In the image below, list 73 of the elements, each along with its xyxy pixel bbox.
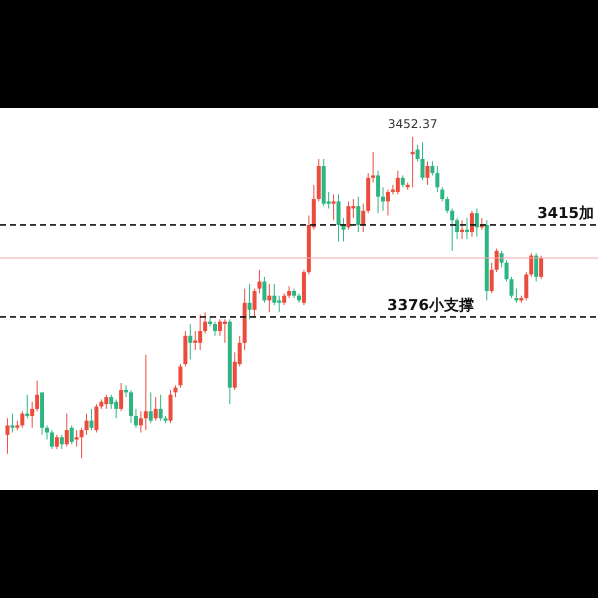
candlestick xyxy=(524,272,528,301)
candlestick xyxy=(430,160,434,176)
candlestick xyxy=(376,170,380,214)
candlestick xyxy=(54,434,59,450)
candlestick xyxy=(50,430,54,450)
candlestick xyxy=(514,288,518,304)
candlestick xyxy=(529,252,534,278)
ref-line-label: 3415加 xyxy=(537,204,594,222)
candlestick xyxy=(292,288,296,299)
candlestick xyxy=(203,312,208,334)
candlestick xyxy=(208,316,212,327)
candlestick xyxy=(420,142,425,181)
candlestick xyxy=(440,186,444,202)
candlestick xyxy=(213,321,217,336)
candlestick xyxy=(539,255,544,280)
candlestick xyxy=(534,252,538,282)
candlestick xyxy=(45,424,49,440)
candlestick xyxy=(94,404,98,433)
candlestick xyxy=(386,189,390,216)
candlestick xyxy=(287,286,292,299)
candlestick xyxy=(504,260,509,282)
candlestick xyxy=(297,292,301,304)
candlestick xyxy=(416,144,420,162)
candlestick xyxy=(148,392,153,424)
candlestick xyxy=(252,288,257,318)
candlestick xyxy=(134,408,138,428)
candlestick xyxy=(188,323,192,360)
candlestick xyxy=(124,384,128,398)
candlestick xyxy=(178,364,182,388)
candlestick xyxy=(460,220,464,240)
candlestick xyxy=(89,408,94,431)
candlestick xyxy=(455,217,460,240)
candlestick xyxy=(257,269,262,294)
ref-line-label: 3376小支撑 xyxy=(387,296,474,314)
candlestick xyxy=(248,283,252,320)
candlestick xyxy=(361,203,366,233)
candlestick xyxy=(490,262,494,294)
candlestick xyxy=(356,196,360,233)
candlestick xyxy=(267,283,272,313)
candlestick xyxy=(474,208,479,238)
candlestick xyxy=(35,380,40,412)
candlestick xyxy=(138,410,143,433)
candlestick xyxy=(336,194,341,242)
candlestick xyxy=(60,434,64,450)
candlestick xyxy=(64,413,69,448)
candlestick xyxy=(381,186,385,212)
candlestick xyxy=(144,354,148,431)
candlestick xyxy=(25,394,30,419)
candlestick xyxy=(509,276,514,299)
candlestick xyxy=(5,418,10,454)
candlestick xyxy=(435,166,440,192)
candlestick xyxy=(282,292,286,306)
candlestick xyxy=(80,427,84,459)
candlestick xyxy=(30,401,34,428)
candlestick xyxy=(154,396,158,422)
candlestick xyxy=(494,248,499,273)
candlestick xyxy=(470,210,474,238)
candlestick xyxy=(74,430,79,448)
candlestick xyxy=(84,413,89,436)
candlestick xyxy=(70,424,74,445)
candlestick xyxy=(20,410,24,428)
candlestick xyxy=(119,382,124,412)
candlestick xyxy=(465,217,469,240)
candlestick xyxy=(450,208,454,252)
candlestick xyxy=(158,394,163,422)
candlestick xyxy=(371,151,376,184)
candlestick xyxy=(400,174,405,188)
candlestick xyxy=(262,276,266,304)
candlestick xyxy=(425,160,430,186)
annotation: 3452.37 xyxy=(388,116,438,131)
candlestick xyxy=(173,384,178,398)
candlestick xyxy=(129,390,133,424)
candlestick xyxy=(445,196,450,214)
